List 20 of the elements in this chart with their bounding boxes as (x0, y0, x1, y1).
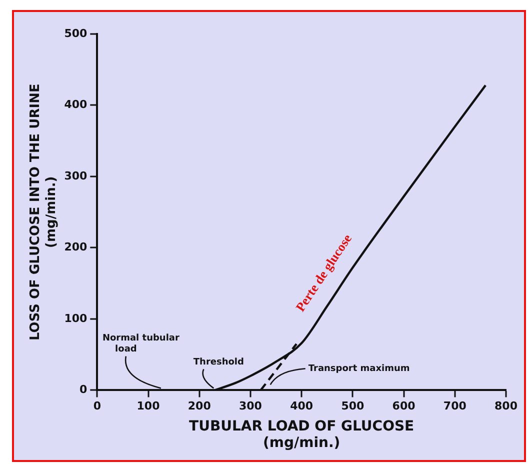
x-tick-label: 100 (136, 400, 160, 413)
x-tick-label: 300 (238, 400, 262, 413)
x-tick-label: 700 (443, 400, 467, 413)
y-tick-label: 300 (64, 169, 88, 182)
x-tick-label: 400 (290, 400, 314, 413)
x-tick-label: 200 (188, 400, 212, 413)
y-tick-label: 0 (80, 383, 88, 396)
x-tick-label: 800 (494, 400, 518, 413)
annotation: Normal tubular load (102, 334, 180, 355)
x-tick-label: 600 (392, 400, 416, 413)
x-tick-label: 500 (341, 400, 365, 413)
x-axis-title: TUBULAR LOAD OF GLUCOSE (mg/min.) (189, 418, 414, 452)
y-tick-label: 200 (64, 240, 88, 254)
y-tick-label: 100 (64, 312, 88, 325)
y-axis-title: LOSS OF GLUCOSE INTO THE URINE (mg/min.) (28, 84, 59, 341)
y-tick-label: 400 (64, 98, 88, 112)
x-tick-label: 0 (93, 400, 102, 413)
annotation: Transport maximum (308, 364, 410, 374)
annotation: Threshold (193, 358, 244, 368)
y-tick-label: 500 (64, 26, 88, 40)
